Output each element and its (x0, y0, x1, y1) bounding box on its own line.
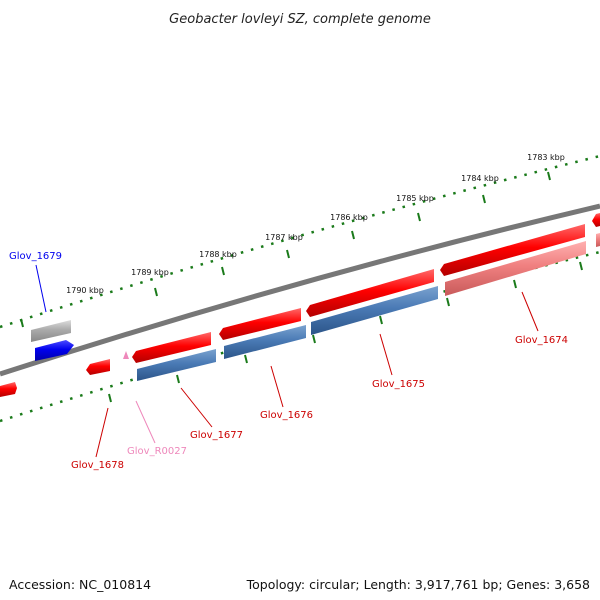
rna-feature-glov-r0027[interactable] (123, 351, 129, 359)
tick-label: 1783 kbp (527, 153, 565, 162)
gene-glov-1674-arrow[interactable] (445, 241, 586, 296)
gene-arrow[interactable] (440, 224, 585, 276)
tick-label: 1789 kbp (131, 268, 169, 277)
tick-label: 1785 kbp (396, 194, 434, 203)
accession-label: Accession: NC_010814 (9, 577, 152, 592)
gene-glov-1678-arrow[interactable] (86, 359, 110, 375)
grey-feature[interactable] (31, 320, 71, 342)
tick-label: 1784 kbp (461, 174, 499, 183)
map-title: Geobacter lovleyi SZ, complete genome (169, 12, 431, 27)
tick-labels: 1790 kbp 1789 kbp 1788 kbp 1787 kbp 1786… (66, 153, 565, 295)
gene-label[interactable]: Glov_1679 (9, 251, 62, 262)
genome-info-label: Topology: circular; Length: 3,917,761 bp… (246, 577, 590, 592)
gene-labels: Glov_1679 Glov_1678 Glov_R0027 Glov_1677… (9, 251, 568, 471)
tick-label: 1788 kbp (199, 250, 237, 259)
genome-backbone (0, 203, 600, 377)
gene-glov-1677-arrow[interactable] (137, 349, 216, 381)
gene-label[interactable]: Glov_1674 (515, 335, 568, 346)
gene-arrow[interactable] (132, 332, 211, 363)
gene-arrow[interactable] (219, 308, 301, 340)
pseudo-gene-fragment[interactable] (596, 233, 600, 247)
gene-label[interactable]: Glov_1677 (190, 430, 243, 441)
gene-glov-1675-arrow[interactable] (311, 286, 438, 335)
gene-label[interactable]: Glov_R0027 (127, 446, 187, 457)
reverse-strand-genes (137, 286, 438, 381)
gene-arrow[interactable] (592, 213, 600, 227)
tick-marks (20, 171, 551, 328)
tick-label: 1786 kbp (330, 213, 368, 222)
inner-tick-marks (108, 261, 583, 403)
outer-tick-track (0, 154, 600, 329)
gene-arrow[interactable] (0, 382, 17, 397)
gene-label[interactable]: Glov_1678 (71, 460, 124, 471)
gene-glov-1679-arrow[interactable] (35, 340, 74, 361)
gene-glov-1676-arrow[interactable] (224, 325, 306, 359)
gene-leader-lines (35, 264, 539, 458)
tick-label: 1787 kbp (265, 233, 303, 242)
gene-label[interactable]: Glov_1675 (372, 379, 425, 390)
tick-label: 1790 kbp (66, 286, 104, 295)
gene-arrow[interactable] (306, 269, 434, 317)
forward-strand-genes (0, 213, 600, 397)
gene-label[interactable]: Glov_1676 (260, 410, 313, 421)
